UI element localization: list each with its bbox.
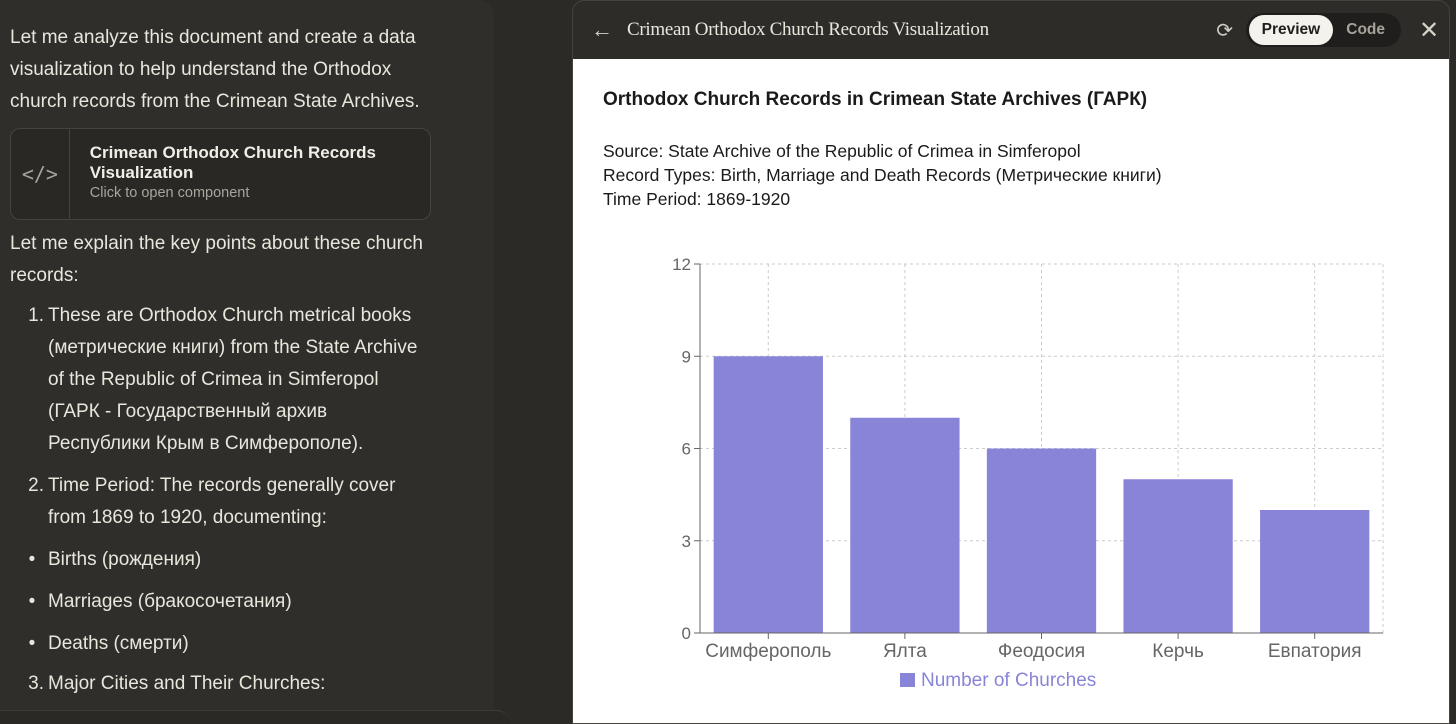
y-tick-label: 9	[682, 347, 691, 366]
x-tick-label: Ялта	[883, 641, 927, 662]
list-item-text: Major Cities and Their Churches:	[48, 673, 326, 694]
y-tick-label: 12	[672, 255, 691, 274]
view-toggle: Preview Code	[1245, 13, 1401, 47]
y-tick-label: 6	[682, 440, 691, 459]
meta-info: Source: State Archive of the Republic of…	[603, 139, 1162, 211]
list-item: 1. These are Orthodox Church metrical bo…	[10, 300, 494, 460]
bar	[1260, 510, 1370, 633]
bullet-dot-icon: •	[28, 633, 36, 654]
artifact-card-subtitle: Click to open component	[89, 185, 250, 201]
numbered-list: 1. These are Orthodox Church metrical bo…	[10, 300, 494, 700]
panel-header: ← Crimean Orthodox Church Records Visual…	[573, 1, 1449, 59]
preview-content: Orthodox Church Records in Crimean State…	[573, 59, 1449, 723]
close-icon[interactable]: ✕	[1418, 16, 1440, 44]
list-item-text: These are Orthodox Church metrical books…	[48, 305, 418, 454]
x-tick-label: Симферополь	[705, 641, 831, 662]
code-icon: </>	[11, 129, 70, 219]
bullet-text: Marriages (бракосочетания)	[48, 591, 292, 612]
chat-input-edge	[0, 710, 512, 724]
explain-message: Let me explain the key points about thes…	[10, 233, 423, 286]
artifact-panel: ← Crimean Orthodox Church Records Visual…	[572, 0, 1450, 724]
bar	[1123, 479, 1233, 633]
bullet-text: Births (рождения)	[48, 549, 202, 570]
bullet-item: • Deaths (смерти)	[10, 628, 494, 660]
x-tick-label: Евпатория	[1268, 641, 1362, 662]
preview-tab[interactable]: Preview	[1248, 15, 1334, 45]
bar	[713, 356, 823, 633]
x-tick-label: Керчь	[1152, 641, 1204, 662]
legend-label: Number of Churches	[921, 670, 1096, 691]
bar-chart: 0 3 6 9 12 Симферополь Ялта Феодосия Керчь Евпато…	[672, 255, 1384, 691]
bullet-dot-icon: •	[28, 549, 36, 570]
y-tick-label: 0	[682, 624, 691, 643]
intro-message: Let me analyze this document and create …	[10, 27, 420, 112]
list-marker: 3.	[28, 673, 44, 694]
time-period-line: Time Period: 1869-1920	[603, 189, 791, 209]
bullet-dot-icon: •	[28, 591, 36, 612]
legend-swatch	[900, 673, 915, 687]
list-marker: 2.	[28, 475, 44, 496]
list-marker: 1.	[28, 305, 44, 326]
record-types-line: Record Types: Birth, Marriage and Death …	[603, 165, 1162, 185]
y-tick-label: 3	[682, 532, 691, 551]
list-item: 2. Time Period: The records generally co…	[10, 470, 494, 534]
chat-panel: Let me analyze this document and create …	[0, 0, 494, 724]
bar	[986, 448, 1097, 633]
bullet-item: • Marriages (бракосочетания)	[10, 586, 494, 618]
bar	[850, 417, 960, 633]
source-line: Source: State Archive of the Republic of…	[603, 141, 1081, 161]
artifact-card[interactable]: </> Crimean Orthodox Church Records Visu…	[10, 128, 431, 220]
refresh-icon[interactable]: ⟳	[1216, 19, 1234, 42]
artifact-card-title: Crimean Orthodox Church Records Visualiz…	[89, 143, 376, 182]
code-tab[interactable]: Code	[1346, 21, 1385, 38]
x-tick-label: Феодосия	[998, 641, 1085, 662]
panel-title: Crimean Orthodox Church Records Visualiz…	[627, 19, 989, 40]
bullet-item: • Births (рождения)	[10, 544, 494, 576]
list-item-text: Time Period: The records generally cover…	[48, 475, 396, 528]
back-arrow-icon[interactable]: ←	[591, 17, 613, 42]
list-item: 3. Major Cities and Their Churches:	[10, 668, 494, 700]
content-heading: Orthodox Church Records in Crimean State…	[603, 89, 1148, 110]
bullet-text: Deaths (смерти)	[48, 633, 189, 654]
